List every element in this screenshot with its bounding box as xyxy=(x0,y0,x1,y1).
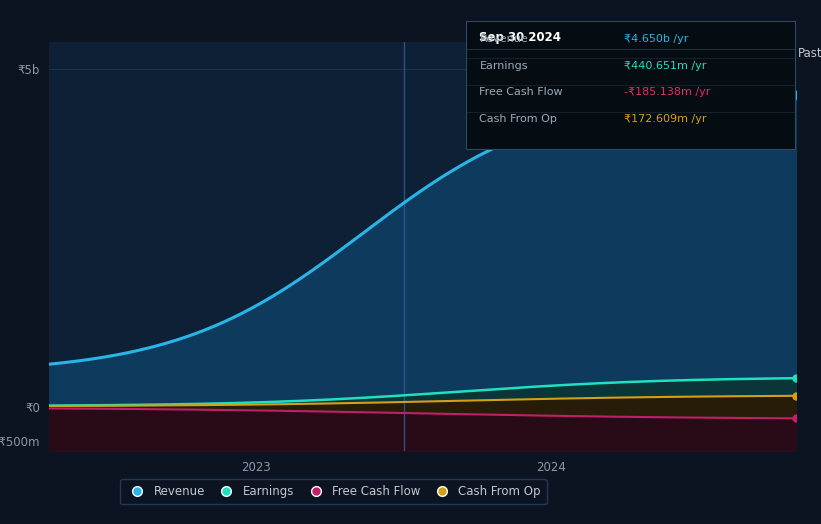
Text: ₹440.651m /yr: ₹440.651m /yr xyxy=(624,60,706,71)
Text: Past: Past xyxy=(798,47,821,60)
Text: ₹4.650b /yr: ₹4.650b /yr xyxy=(624,34,688,43)
Text: Free Cash Flow: Free Cash Flow xyxy=(479,88,563,97)
Text: -₹185.138m /yr: -₹185.138m /yr xyxy=(624,88,710,97)
Text: ₹172.609m /yr: ₹172.609m /yr xyxy=(624,114,706,124)
Text: Sep 30 2024: Sep 30 2024 xyxy=(479,31,562,44)
Text: Revenue: Revenue xyxy=(479,34,528,43)
Text: Cash From Op: Cash From Op xyxy=(479,114,557,124)
Text: Earnings: Earnings xyxy=(479,60,528,71)
Legend: Revenue, Earnings, Free Cash Flow, Cash From Op: Revenue, Earnings, Free Cash Flow, Cash … xyxy=(120,479,547,504)
